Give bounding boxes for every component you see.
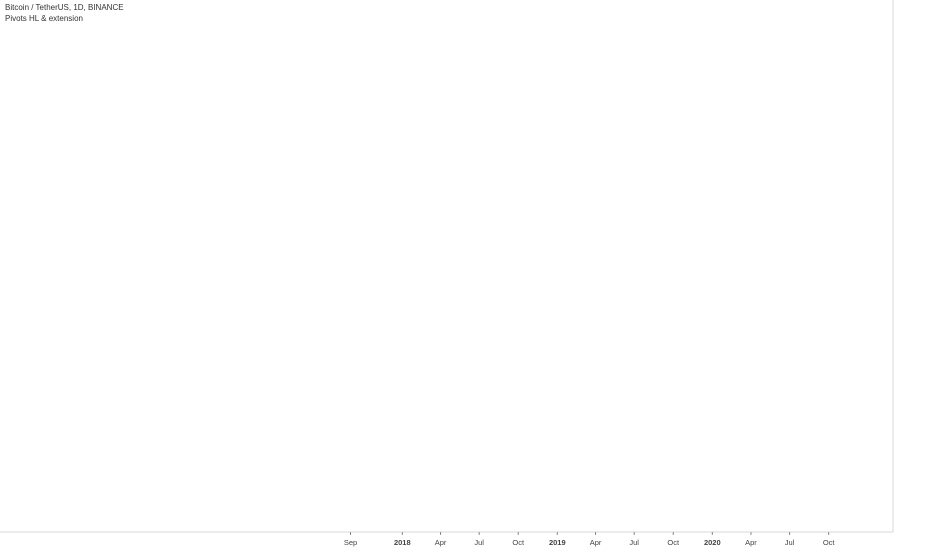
x-tick-label: Apr <box>590 538 602 547</box>
x-tick-label: 2018 <box>394 538 411 547</box>
x-tick-label: Oct <box>667 538 680 547</box>
symbol-title: Bitcoin / TetherUS, 1D, BINANCE <box>5 3 124 12</box>
x-tick-label: Jul <box>629 538 639 547</box>
x-tick-label: 2019 <box>549 538 566 547</box>
x-tick-label: Apr <box>435 538 447 547</box>
x-tick-label: Oct <box>512 538 525 547</box>
x-tick-label: Sep <box>344 538 357 547</box>
x-tick-label: Apr <box>745 538 757 547</box>
price-axis[interactable]: 28000.0025000.0022000.0019000.0017000.00… <box>892 0 932 532</box>
indicator-title: Pivots HL & extension <box>5 14 83 23</box>
x-tick-label: Oct <box>823 538 836 547</box>
x-tick-label: 2020 <box>704 538 721 547</box>
time-axis[interactable]: Sep 2018 Apr Jul Oct 2019 Apr Jul Oct 2020 Apr Jul O… <box>0 531 893 547</box>
x-tick-label: Jul <box>785 538 795 547</box>
x-tick-label: Jul <box>474 538 484 547</box>
